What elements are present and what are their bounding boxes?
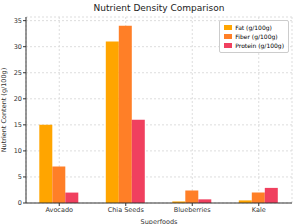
html-text:Nutrient Density Comparison: Nutrient Density Comparison	[93, 3, 225, 13]
svg-text:Chia Seeds: Chia Seeds	[108, 206, 145, 214]
svg-text:0: 0	[18, 199, 22, 207]
svg-text:Kale: Kale	[252, 206, 266, 214]
svg-text:20: 20	[14, 95, 22, 103]
svg-text:Blueberries: Blueberries	[174, 206, 212, 214]
svg-text:Nutrient Content (g/100g): Nutrient Content (g/100g)	[8, 68, 9, 153]
svg-text:Superfoods: Superfoods	[141, 218, 178, 224]
html-text:Fat (g/100g): Fat (g/100g)	[235, 24, 272, 31]
svg-text:30: 30	[14, 43, 22, 51]
svg-text:25: 25	[14, 69, 22, 77]
svg-text:10: 10	[14, 147, 22, 155]
svg-text:Avocado: Avocado	[45, 206, 73, 214]
svg-text:35: 35	[14, 17, 22, 25]
svg-text:5: 5	[18, 173, 22, 181]
html-text:Protein (g/100g): Protein (g/100g)	[235, 42, 284, 49]
svg-text:15: 15	[14, 121, 22, 129]
html-text:Fiber (g/100g): Fiber (g/100g)	[235, 33, 278, 40]
